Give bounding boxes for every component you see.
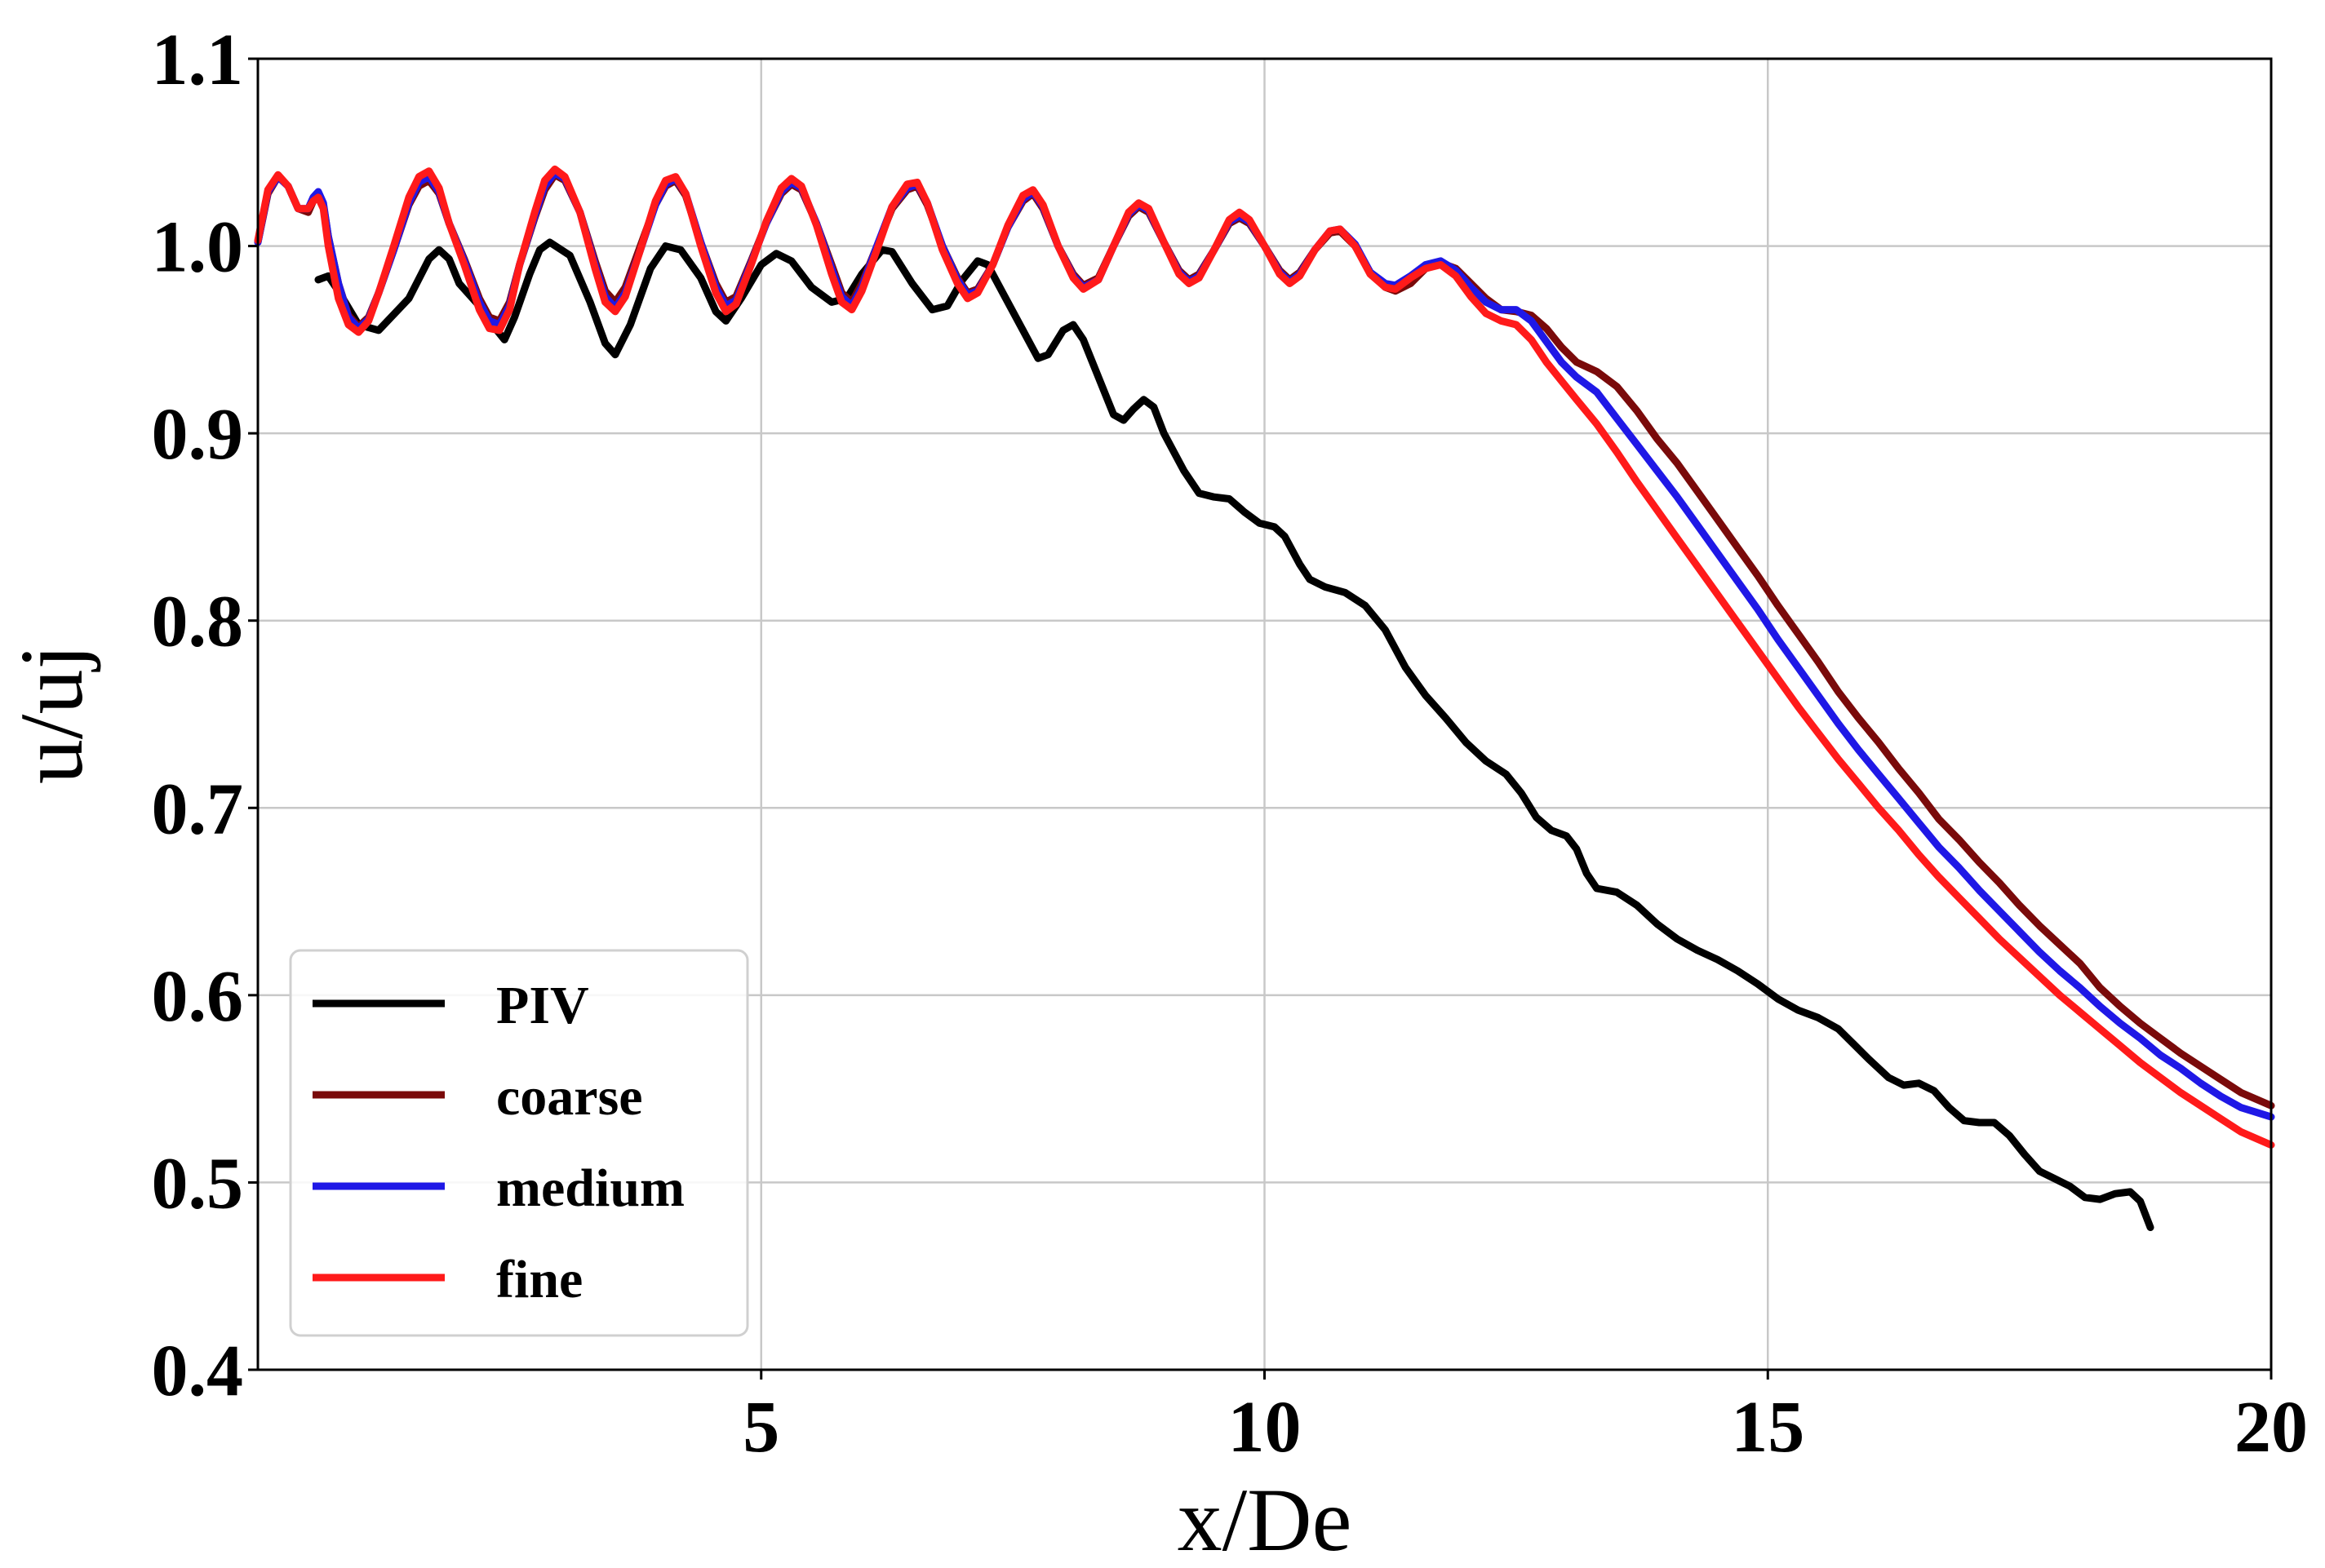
y-tick-label: 1.1 bbox=[152, 20, 244, 100]
y-axis: 0.4 0.5 0.6 0.7 0.8 0.9 1.0 1.1 bbox=[152, 20, 258, 1411]
legend-label-PIV: PIV bbox=[496, 976, 589, 1035]
x-axis-title: x/De bbox=[1178, 1470, 1352, 1568]
y-tick-label: 0.6 bbox=[152, 956, 244, 1037]
y-tick-label: 0.4 bbox=[152, 1331, 244, 1411]
series-line-fine bbox=[254, 165, 2275, 1149]
y-axis-title: u/uj bbox=[2, 644, 101, 784]
x-axis: 5 10 15 20 bbox=[743, 1370, 2308, 1468]
legend-frame bbox=[289, 949, 749, 1337]
x-tick-label: 5 bbox=[743, 1387, 779, 1468]
legend-label-medium: medium bbox=[496, 1158, 685, 1218]
y-tick-label: 0.7 bbox=[152, 768, 244, 849]
x-tick-label: 10 bbox=[1228, 1387, 1302, 1468]
series-layer bbox=[254, 165, 2275, 1231]
y-tick-label: 0.5 bbox=[152, 1143, 244, 1224]
legend: PIV coarse medium fine bbox=[289, 949, 749, 1337]
y-tick-label: 0.9 bbox=[152, 394, 244, 475]
y-tick-label: 0.8 bbox=[152, 582, 244, 662]
legend-label-fine: fine bbox=[496, 1250, 583, 1309]
legend-label-coarse: coarse bbox=[496, 1067, 643, 1127]
y-tick-label: 1.0 bbox=[152, 207, 244, 288]
x-tick-label: 15 bbox=[1731, 1387, 1804, 1468]
series-line-PIV bbox=[314, 238, 2154, 1231]
x-tick-label: 20 bbox=[2234, 1387, 2308, 1468]
